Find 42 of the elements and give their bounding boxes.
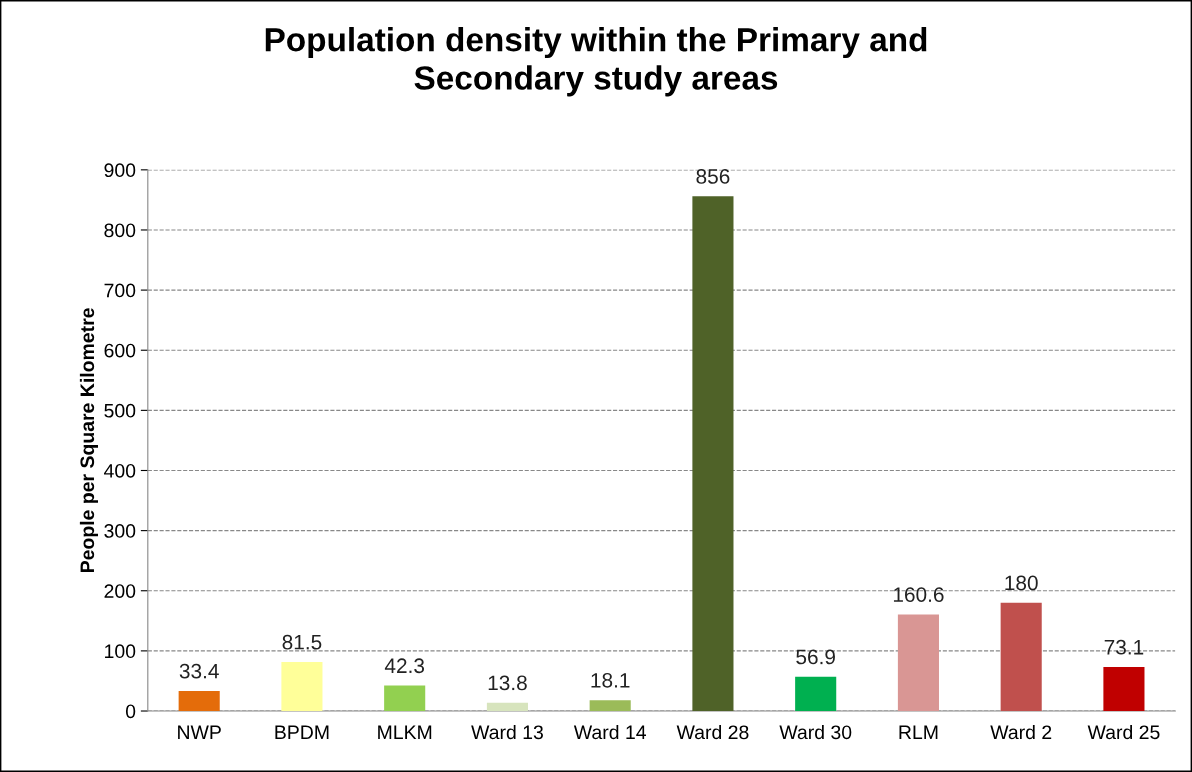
data-label: 180 xyxy=(1005,575,1038,591)
y-axis-title: People per Square Kilometre xyxy=(79,308,99,573)
bar xyxy=(1103,667,1145,712)
data-label: 73.1 xyxy=(1104,639,1144,655)
x-tick-label: Ward 28 xyxy=(676,724,749,740)
x-tick-label: Ward 25 xyxy=(1087,724,1160,740)
x-tick-label: RLM xyxy=(899,725,938,739)
y-tick-label: 100 xyxy=(105,644,136,659)
bar xyxy=(897,614,939,712)
data-label: 56.9 xyxy=(796,649,835,665)
x-tick-label: MLKM xyxy=(378,725,432,739)
x-tick-label: Ward 13 xyxy=(471,724,543,740)
bar xyxy=(589,700,631,712)
data-label: 42.3 xyxy=(384,658,425,674)
bar xyxy=(795,676,837,712)
y-tick-label: 500 xyxy=(104,403,136,418)
data-label: 18.1 xyxy=(591,672,630,688)
bar xyxy=(384,685,426,712)
bar xyxy=(486,702,528,712)
chart-title: Population density within the Primary and Secondary study areas xyxy=(265,27,927,97)
x-tick-label: NWP xyxy=(178,725,221,739)
y-tick-label: 200 xyxy=(104,584,136,598)
x-tick-label: BPDM xyxy=(275,725,329,739)
x-tick-label: Ward 2 xyxy=(990,724,1052,740)
bar xyxy=(1000,602,1042,712)
y-tick-label: 0 xyxy=(125,704,136,719)
x-tick-label: Ward 14 xyxy=(573,724,646,740)
data-label: 856 xyxy=(696,169,730,184)
bar xyxy=(692,196,734,712)
y-tick-label: 900 xyxy=(104,163,136,178)
data-label: 13.8 xyxy=(488,675,527,691)
data-label: 160.6 xyxy=(893,587,944,602)
x-tick-label: Ward 30 xyxy=(779,724,852,740)
bar xyxy=(281,662,323,712)
y-tick-label: 700 xyxy=(104,283,136,298)
y-tick-label: 600 xyxy=(104,343,136,358)
data-label: 81.5 xyxy=(282,634,322,650)
bar xyxy=(178,690,220,712)
y-tick-label: 400 xyxy=(104,463,136,478)
data-label: 33.4 xyxy=(179,663,219,679)
y-tick-label: 300 xyxy=(104,524,136,538)
y-tick-label: 800 xyxy=(104,223,136,238)
